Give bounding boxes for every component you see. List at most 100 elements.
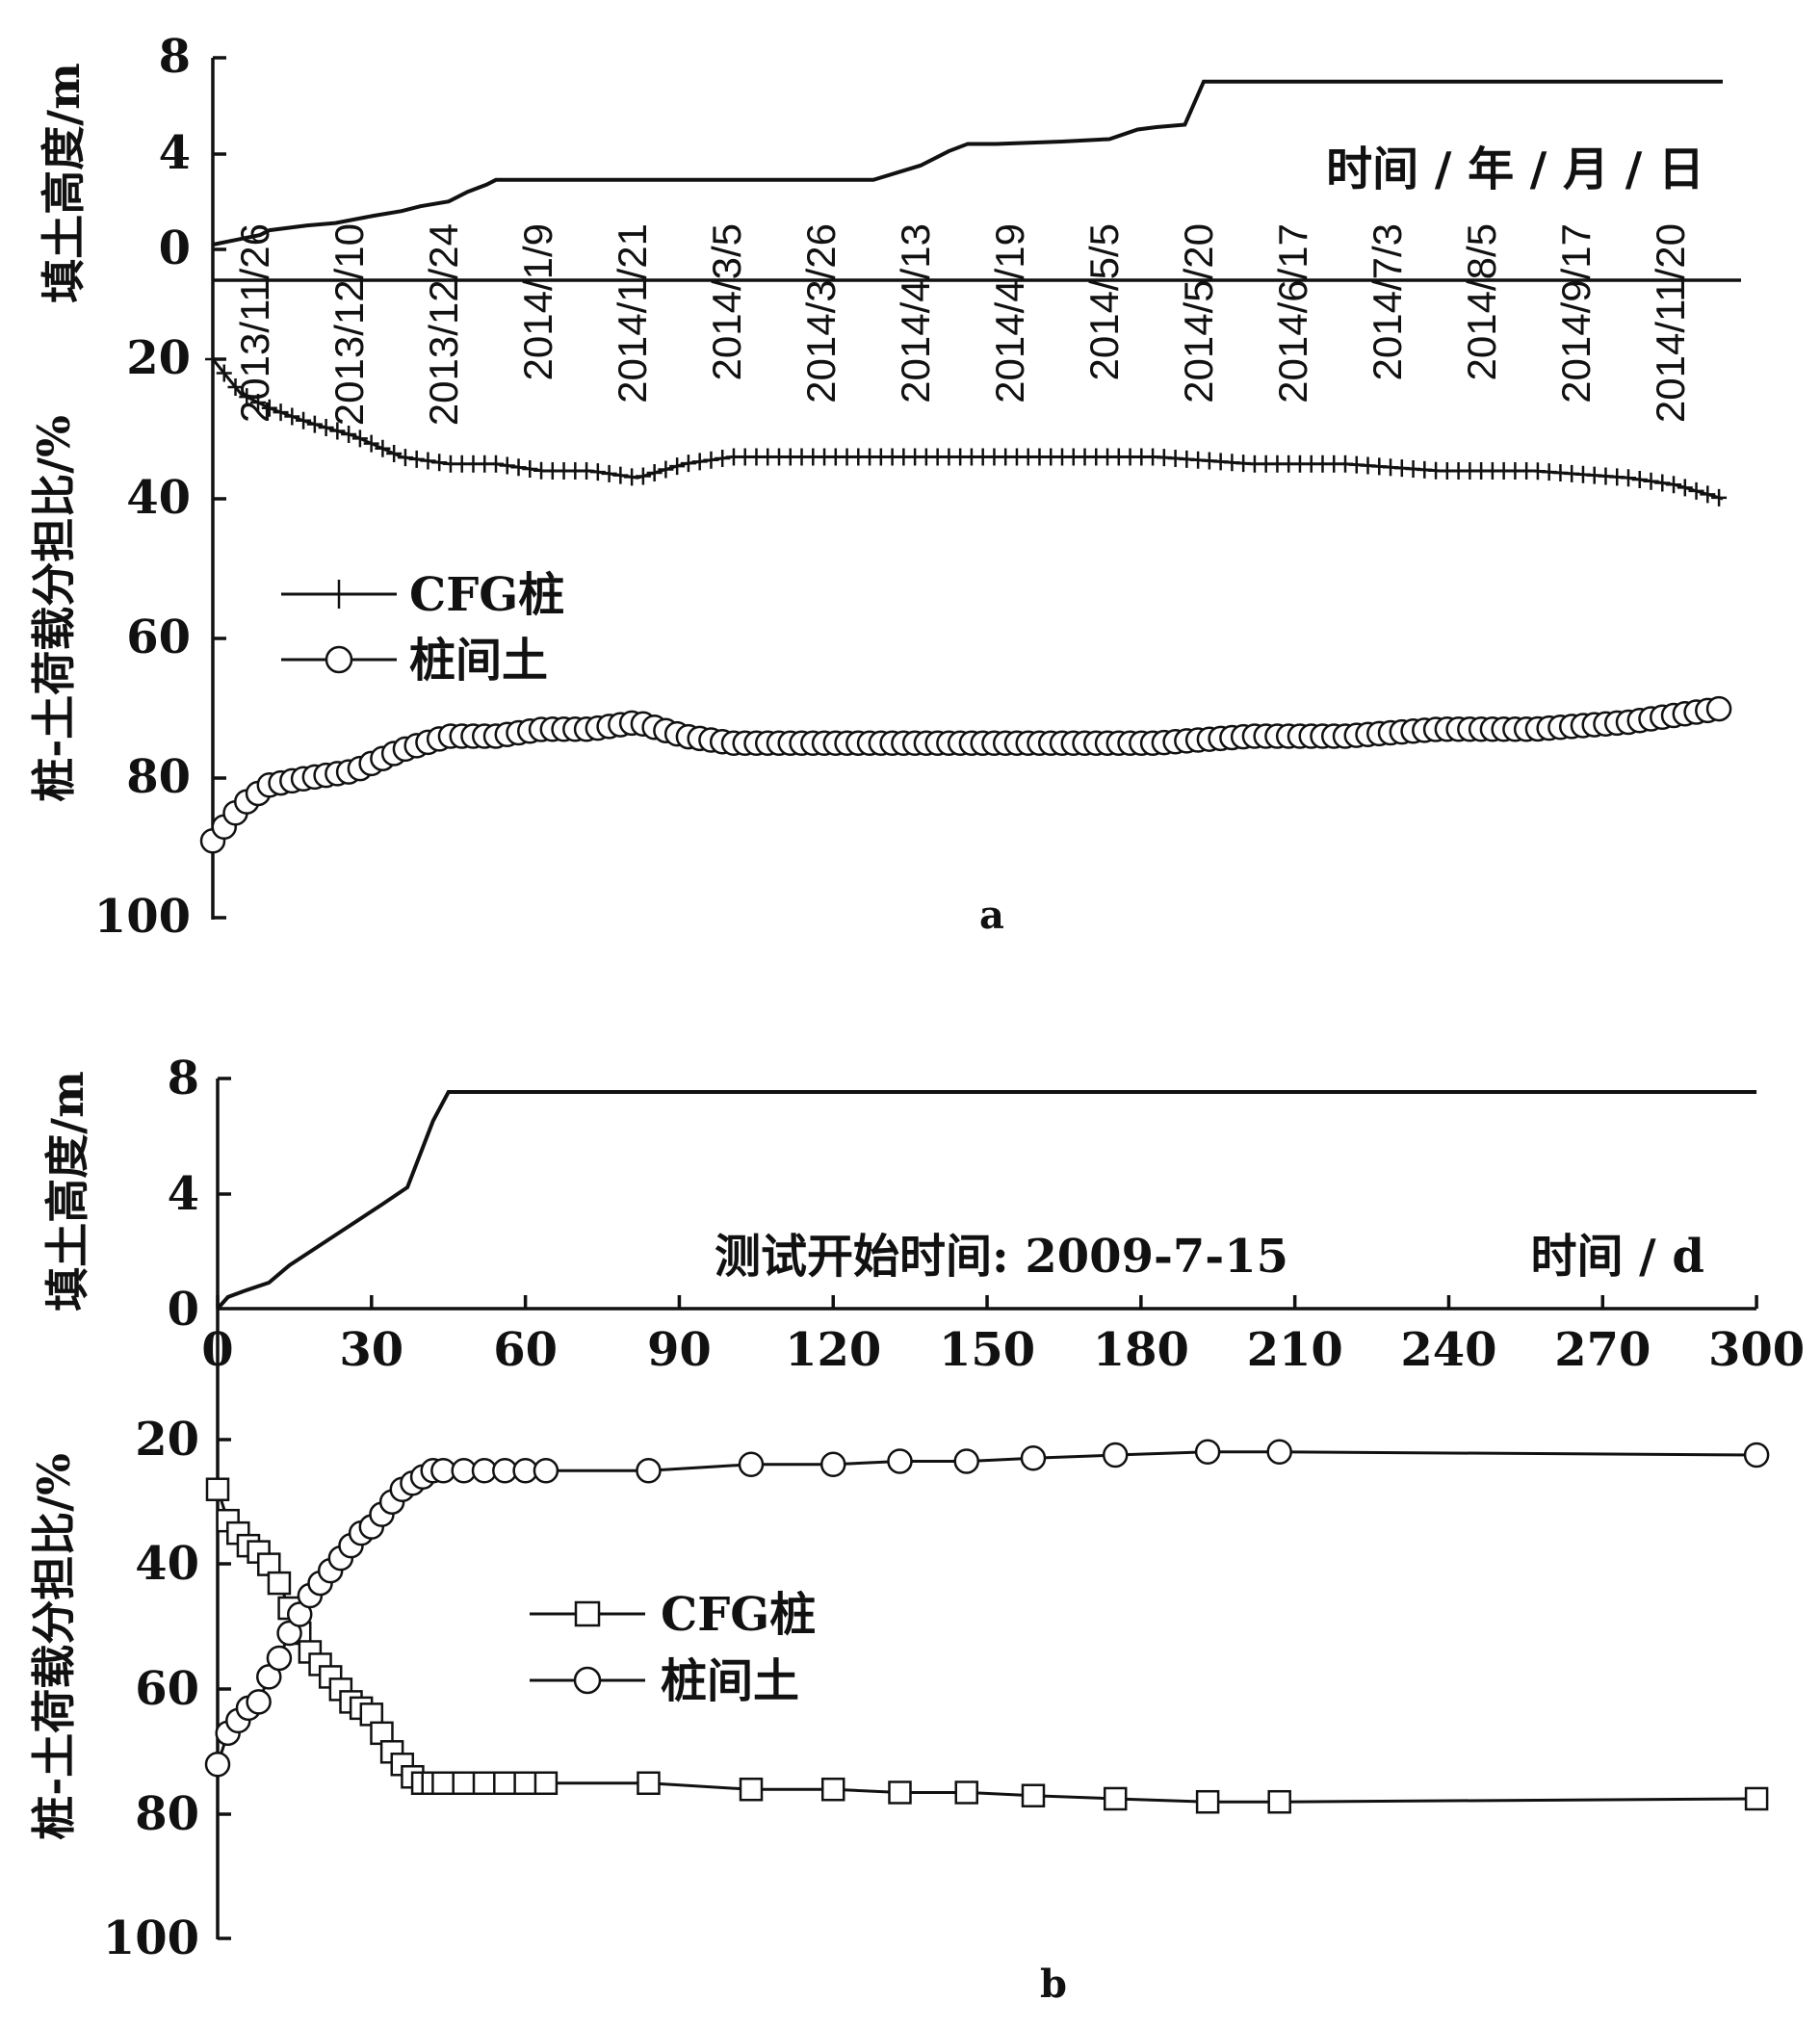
- panel-a-cfg-marker: [1711, 488, 1728, 507]
- panel-a-cfg-marker: [227, 378, 244, 396]
- panel-b-cfg-marker: [513, 1771, 537, 1795]
- panel-b-x-tick-label: 60: [493, 1323, 558, 1377]
- panel-a-cfg-marker: [1688, 481, 1704, 500]
- panel-b-cfg-marker: [1021, 1783, 1046, 1807]
- panel-a: 8 4 0 填土高度/m 时间 / 年 / 月 / 日 20 40 60 80 …: [28, 30, 1741, 944]
- panel-b-x-axis-label: 时间 / d: [1530, 1230, 1704, 1284]
- panel-a-cfg-marker: [635, 467, 651, 485]
- panel-a-cfg-marker: [522, 459, 538, 478]
- panel-a-cfg-marker: [205, 351, 221, 368]
- panel-b-soil-marker: [887, 1448, 913, 1474]
- panel-b: 8 4 0 填土高度/m 0 30 60 90 120 150 180 210 240 270 30…: [28, 1052, 1805, 2007]
- panel-a-fill-tick-label-4: 4: [159, 126, 191, 180]
- panel-b-soil-marker: [636, 1458, 662, 1484]
- panel-b-soil-marker: [819, 1451, 846, 1478]
- legend-b-soil-circle: [573, 1666, 602, 1695]
- panel-b-cfg-marker: [472, 1771, 497, 1795]
- panel-b-cfg-marker: [533, 1771, 559, 1795]
- panel-a-cfg-marker: [669, 457, 686, 476]
- legend-a-soil-label: 桩间土: [409, 634, 548, 688]
- panel-b-soil-marker: [1020, 1445, 1047, 1471]
- panel-a-series: [199, 351, 1732, 854]
- panel-a-fill-tick-label-8: 8: [159, 30, 191, 84]
- panel-b-ratio-tick-label-80: 80: [135, 1787, 199, 1841]
- panel-b-legend: CFG桩 桩间土: [530, 1588, 816, 1708]
- panel-a-cfg-marker: [397, 449, 413, 467]
- panel-a-cfg-marker: [601, 464, 617, 482]
- panel-a-cfg-marker: [1666, 476, 1682, 494]
- panel-a-cfg-marker: [284, 407, 300, 426]
- panel-a-date-label: 2013/12/10: [326, 223, 372, 426]
- panel-a-cfg-marker: [1677, 479, 1693, 497]
- panel-b-cfg-marker: [1267, 1789, 1291, 1814]
- panel-b-cfg-marker: [954, 1780, 978, 1805]
- panel-a-time-axis-label: 时间 / 年 / 月 / 日: [1326, 143, 1704, 196]
- panel-a-cfg-marker: [499, 456, 515, 475]
- panel-b-label: b: [1040, 1962, 1067, 2007]
- panel-a-cfg-marker: [691, 453, 708, 471]
- panel-a-cfg-marker: [1700, 485, 1716, 504]
- legend-b-soil-label: 桩间土: [661, 1654, 799, 1708]
- panel-a-date-label: 2014/3/5: [704, 223, 749, 381]
- panel-b-series-line: [216, 1450, 1757, 1765]
- panel-a-cfg-marker: [408, 450, 425, 468]
- panel-b-x-tick-label: 30: [339, 1323, 403, 1377]
- panel-a-cfg-marker: [715, 449, 731, 467]
- panel-a-date-label: 2014/6/17: [1270, 223, 1315, 403]
- panel-a-cfg-marker: [510, 458, 527, 477]
- panel-b-soil-marker: [246, 1689, 272, 1715]
- panel-b-cfg-marker: [493, 1771, 517, 1795]
- panel-a-date-labels: 2013/11/26 2013/12/10 2013/12/24 2014/1/9 20…: [232, 223, 1693, 426]
- panel-a-cfg-marker: [431, 454, 448, 472]
- panel-b-ratio-tick-label-20: 20: [135, 1413, 199, 1467]
- panel-b-cfg-marker: [452, 1771, 476, 1795]
- legend-b-cfg-label: CFG桩: [661, 1588, 816, 1642]
- legend-a-soil-circle: [325, 645, 353, 674]
- panel-a-cfg-marker: [386, 445, 403, 463]
- panel-a-fill-tick-label-0: 0: [159, 221, 191, 275]
- panel-b-x-tick-label: 270: [1554, 1323, 1651, 1377]
- panel-b-soil-marker: [1743, 1442, 1770, 1468]
- panel-b-cfg-marker: [637, 1771, 661, 1795]
- legend-a-cfg-label: CFG桩: [409, 568, 564, 622]
- panel-b-cfg-marker: [739, 1777, 764, 1802]
- panel-b-soil-marker: [1266, 1439, 1292, 1466]
- panel-b-soil-marker: [266, 1645, 293, 1672]
- panel-a-cfg-marker: [1621, 469, 1636, 487]
- panel-a-date-label: 2014/8/5: [1459, 223, 1504, 381]
- panel-b-x-tick-label: 150: [939, 1323, 1035, 1377]
- panel-a-date-label: 2013/12/24: [421, 223, 466, 426]
- panel-b-cfg-marker: [205, 1477, 230, 1501]
- panel-a-date-label: 2014/5/20: [1176, 223, 1221, 403]
- panel-a-cfg-marker: [351, 429, 368, 448]
- panel-a-cfg-marker: [306, 415, 323, 433]
- panel-a-date-label: 2014/3/26: [798, 223, 844, 403]
- panel-a-date-label: 2014/11/20: [1648, 223, 1693, 423]
- panel-b-soil-marker: [738, 1451, 765, 1478]
- panel-b-x-tick-label: 210: [1247, 1323, 1343, 1377]
- panel-b-series: [204, 1439, 1770, 1814]
- panel-a-date-label: 2013/11/26: [232, 223, 277, 423]
- panel-a-fill-curve: [212, 79, 1723, 247]
- panel-a-date-label: 2014/4/19: [987, 223, 1032, 403]
- panel-a-cfg-marker: [375, 439, 391, 457]
- panel-b-soil-marker: [204, 1752, 231, 1778]
- panel-b-cfg-marker: [431, 1771, 455, 1795]
- panel-a-soil-marker: [1705, 695, 1732, 722]
- panel-b-fill-tick-label-4: 4: [168, 1167, 199, 1221]
- panel-a-date-label: 2014/5/5: [1081, 223, 1127, 381]
- panel-a-cfg-marker: [658, 460, 674, 479]
- panel-b-cfg-marker: [1744, 1786, 1769, 1811]
- panel-a-cfg-marker: [250, 393, 267, 411]
- panel-b-cfg-marker: [1195, 1789, 1220, 1814]
- panel-a-cfg-marker: [239, 388, 255, 406]
- panel-a-cfg-marker: [318, 419, 334, 437]
- panel-b-cfg-marker: [267, 1571, 292, 1596]
- panel-a-cfg-marker: [1631, 470, 1648, 488]
- panel-b-fill-tick-label-0: 0: [168, 1283, 199, 1337]
- panel-a-cfg-marker: [216, 364, 232, 382]
- panel-b-ratio-tick-label-100: 100: [103, 1911, 199, 1965]
- panel-b-x-tick-label: 240: [1400, 1323, 1496, 1377]
- panel-b-series-line: [216, 1489, 1757, 1804]
